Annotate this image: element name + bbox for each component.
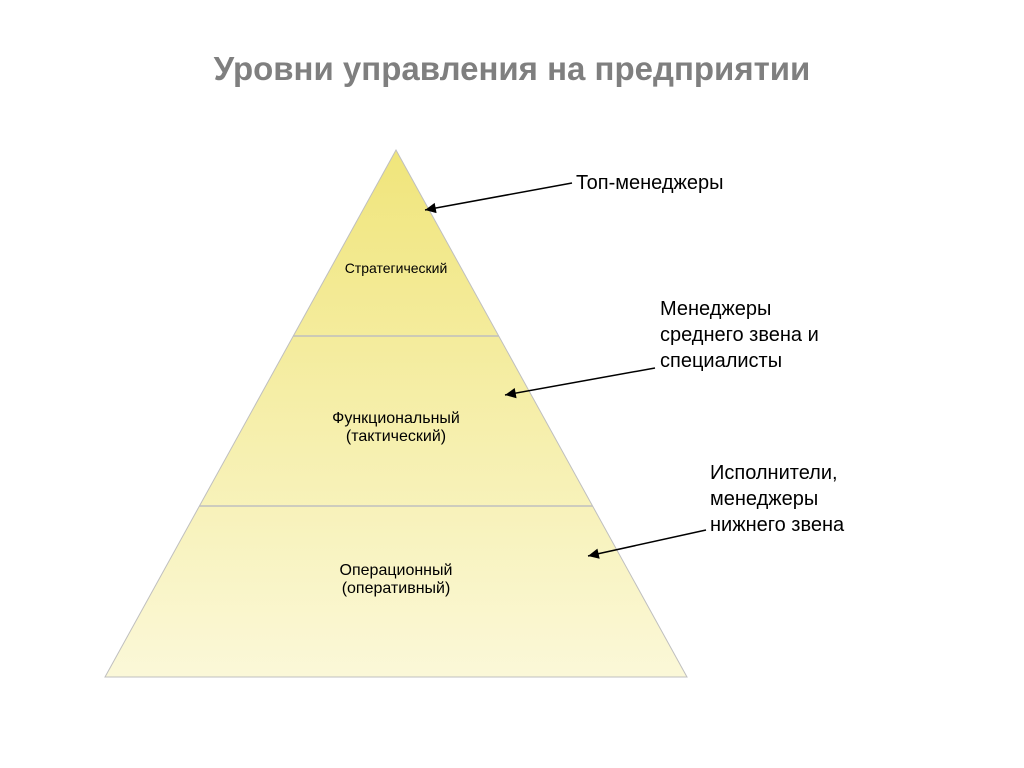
arrow-bottom xyxy=(0,0,1024,768)
slide: Уровни управления на предприятии Стратег… xyxy=(0,0,1024,768)
